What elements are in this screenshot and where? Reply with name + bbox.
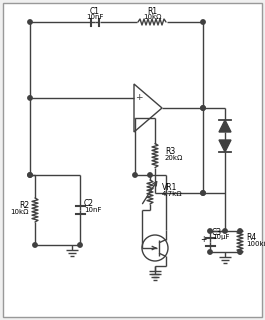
Text: 10kΩ: 10kΩ [143,14,161,20]
Circle shape [208,250,212,254]
Polygon shape [219,120,231,132]
Circle shape [28,20,32,24]
Text: 100kΩ: 100kΩ [246,241,265,246]
Circle shape [238,250,242,254]
Circle shape [78,243,82,247]
Text: 10nF: 10nF [84,207,101,213]
Circle shape [148,173,152,177]
Text: VR1: VR1 [162,183,177,193]
Text: 4.7kΩ: 4.7kΩ [162,191,183,197]
Text: −: − [135,114,143,123]
Text: R4: R4 [246,233,256,242]
Circle shape [201,191,205,195]
Circle shape [223,229,227,233]
Circle shape [201,106,205,110]
Text: 20kΩ: 20kΩ [165,155,183,161]
Text: C1: C1 [90,7,100,17]
Circle shape [238,229,242,233]
Text: 10µF: 10µF [212,235,229,241]
Text: +: + [200,235,206,244]
Text: 10kΩ: 10kΩ [11,209,29,215]
Circle shape [133,173,137,177]
Circle shape [201,106,205,110]
Circle shape [33,243,37,247]
Circle shape [208,229,212,233]
Text: R1: R1 [147,7,157,17]
Circle shape [28,173,32,177]
Circle shape [28,173,32,177]
Text: C3: C3 [212,228,222,237]
Polygon shape [219,140,231,152]
Text: 10nF: 10nF [86,14,104,20]
Circle shape [201,191,205,195]
Text: R2: R2 [19,202,29,211]
Circle shape [28,96,32,100]
Circle shape [201,20,205,24]
Text: C2: C2 [84,199,94,209]
Text: +: + [135,93,143,102]
Text: R3: R3 [165,147,175,156]
